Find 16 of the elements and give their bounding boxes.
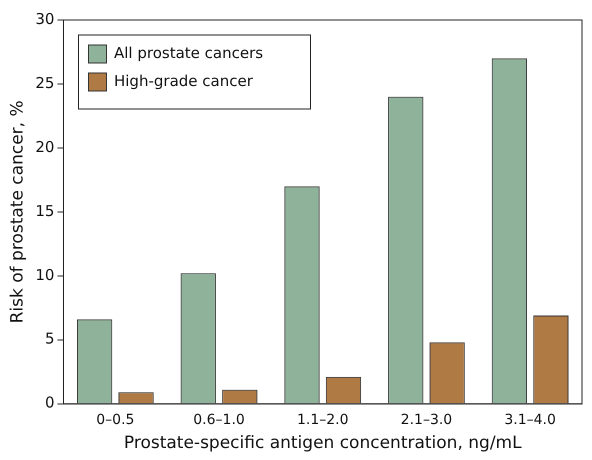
x-tick-label: 0.6–1.0 (193, 412, 245, 428)
y-tick-label: 10 (35, 266, 54, 284)
x-axis-title: Prostate-specific antigen concentration, ng/mL (124, 433, 522, 454)
y-tick-label: 15 (35, 202, 54, 220)
y-tick-label: 30 (35, 10, 54, 28)
x-tick-label: 1.1–2.0 (296, 412, 349, 428)
x-tick-label: 2.1–3.0 (400, 412, 452, 428)
y-tick-label: 5 (44, 330, 54, 348)
x-tick-label: 3.1–4.0 (504, 412, 556, 428)
y-tick-label: 20 (35, 138, 54, 156)
y-tick-label: 0 (44, 394, 54, 412)
y-axis-title: Risk of prostate cancer, % (8, 100, 28, 324)
legend-label: All prostate cancers (114, 44, 264, 62)
x-tick-label: 0–0.5 (96, 412, 134, 428)
y-tick-label: 25 (35, 74, 54, 92)
legend-label: High-grade cancer (114, 72, 254, 90)
